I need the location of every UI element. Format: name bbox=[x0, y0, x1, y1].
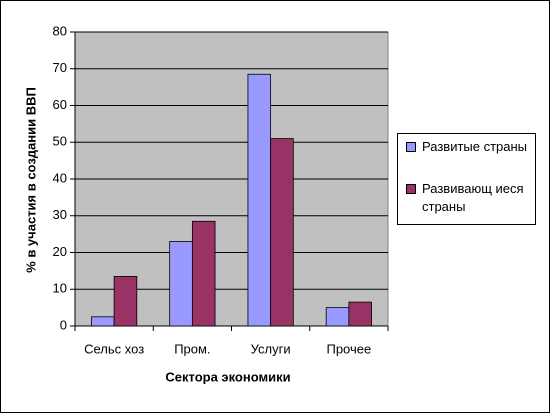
x-tick-label: Сельс хоз bbox=[84, 341, 144, 356]
x-tick-label: Пром. bbox=[174, 341, 210, 356]
bar bbox=[91, 316, 115, 327]
bar bbox=[325, 307, 350, 327]
legend-swatch bbox=[406, 184, 416, 194]
legend-entry: Развитые страны bbox=[406, 138, 532, 156]
y-tick-label: 20 bbox=[53, 244, 67, 259]
y-axis-title: % в участия в создании ВВП bbox=[23, 87, 38, 273]
legend-entry: Развивающ иеся страны bbox=[406, 180, 532, 216]
y-tick-label: 60 bbox=[53, 97, 67, 112]
y-tick-label: 10 bbox=[53, 281, 67, 296]
legend-swatch bbox=[406, 142, 416, 152]
y-tick-label: 30 bbox=[53, 207, 67, 222]
legend-label: Развивающ иеся страны bbox=[422, 181, 524, 214]
bar bbox=[113, 275, 138, 327]
y-tick-label: 70 bbox=[53, 60, 67, 75]
bar bbox=[270, 138, 294, 327]
x-tick-label: Услуги bbox=[251, 341, 291, 356]
bar bbox=[247, 73, 272, 327]
legend: Развитые страны Развивающ иеся страны bbox=[397, 133, 536, 225]
bar bbox=[169, 241, 193, 327]
legend-label: Развитые страны bbox=[422, 139, 528, 154]
x-tick-label: Прочее bbox=[326, 341, 371, 356]
y-tick-label: 0 bbox=[60, 317, 67, 332]
x-axis-title: Сектора экономики bbox=[165, 369, 290, 384]
bar bbox=[191, 220, 216, 327]
y-tick-label: 50 bbox=[53, 134, 67, 149]
y-tick-label: 80 bbox=[53, 23, 67, 38]
y-tick-label: 40 bbox=[53, 170, 67, 185]
bar bbox=[348, 301, 372, 327]
